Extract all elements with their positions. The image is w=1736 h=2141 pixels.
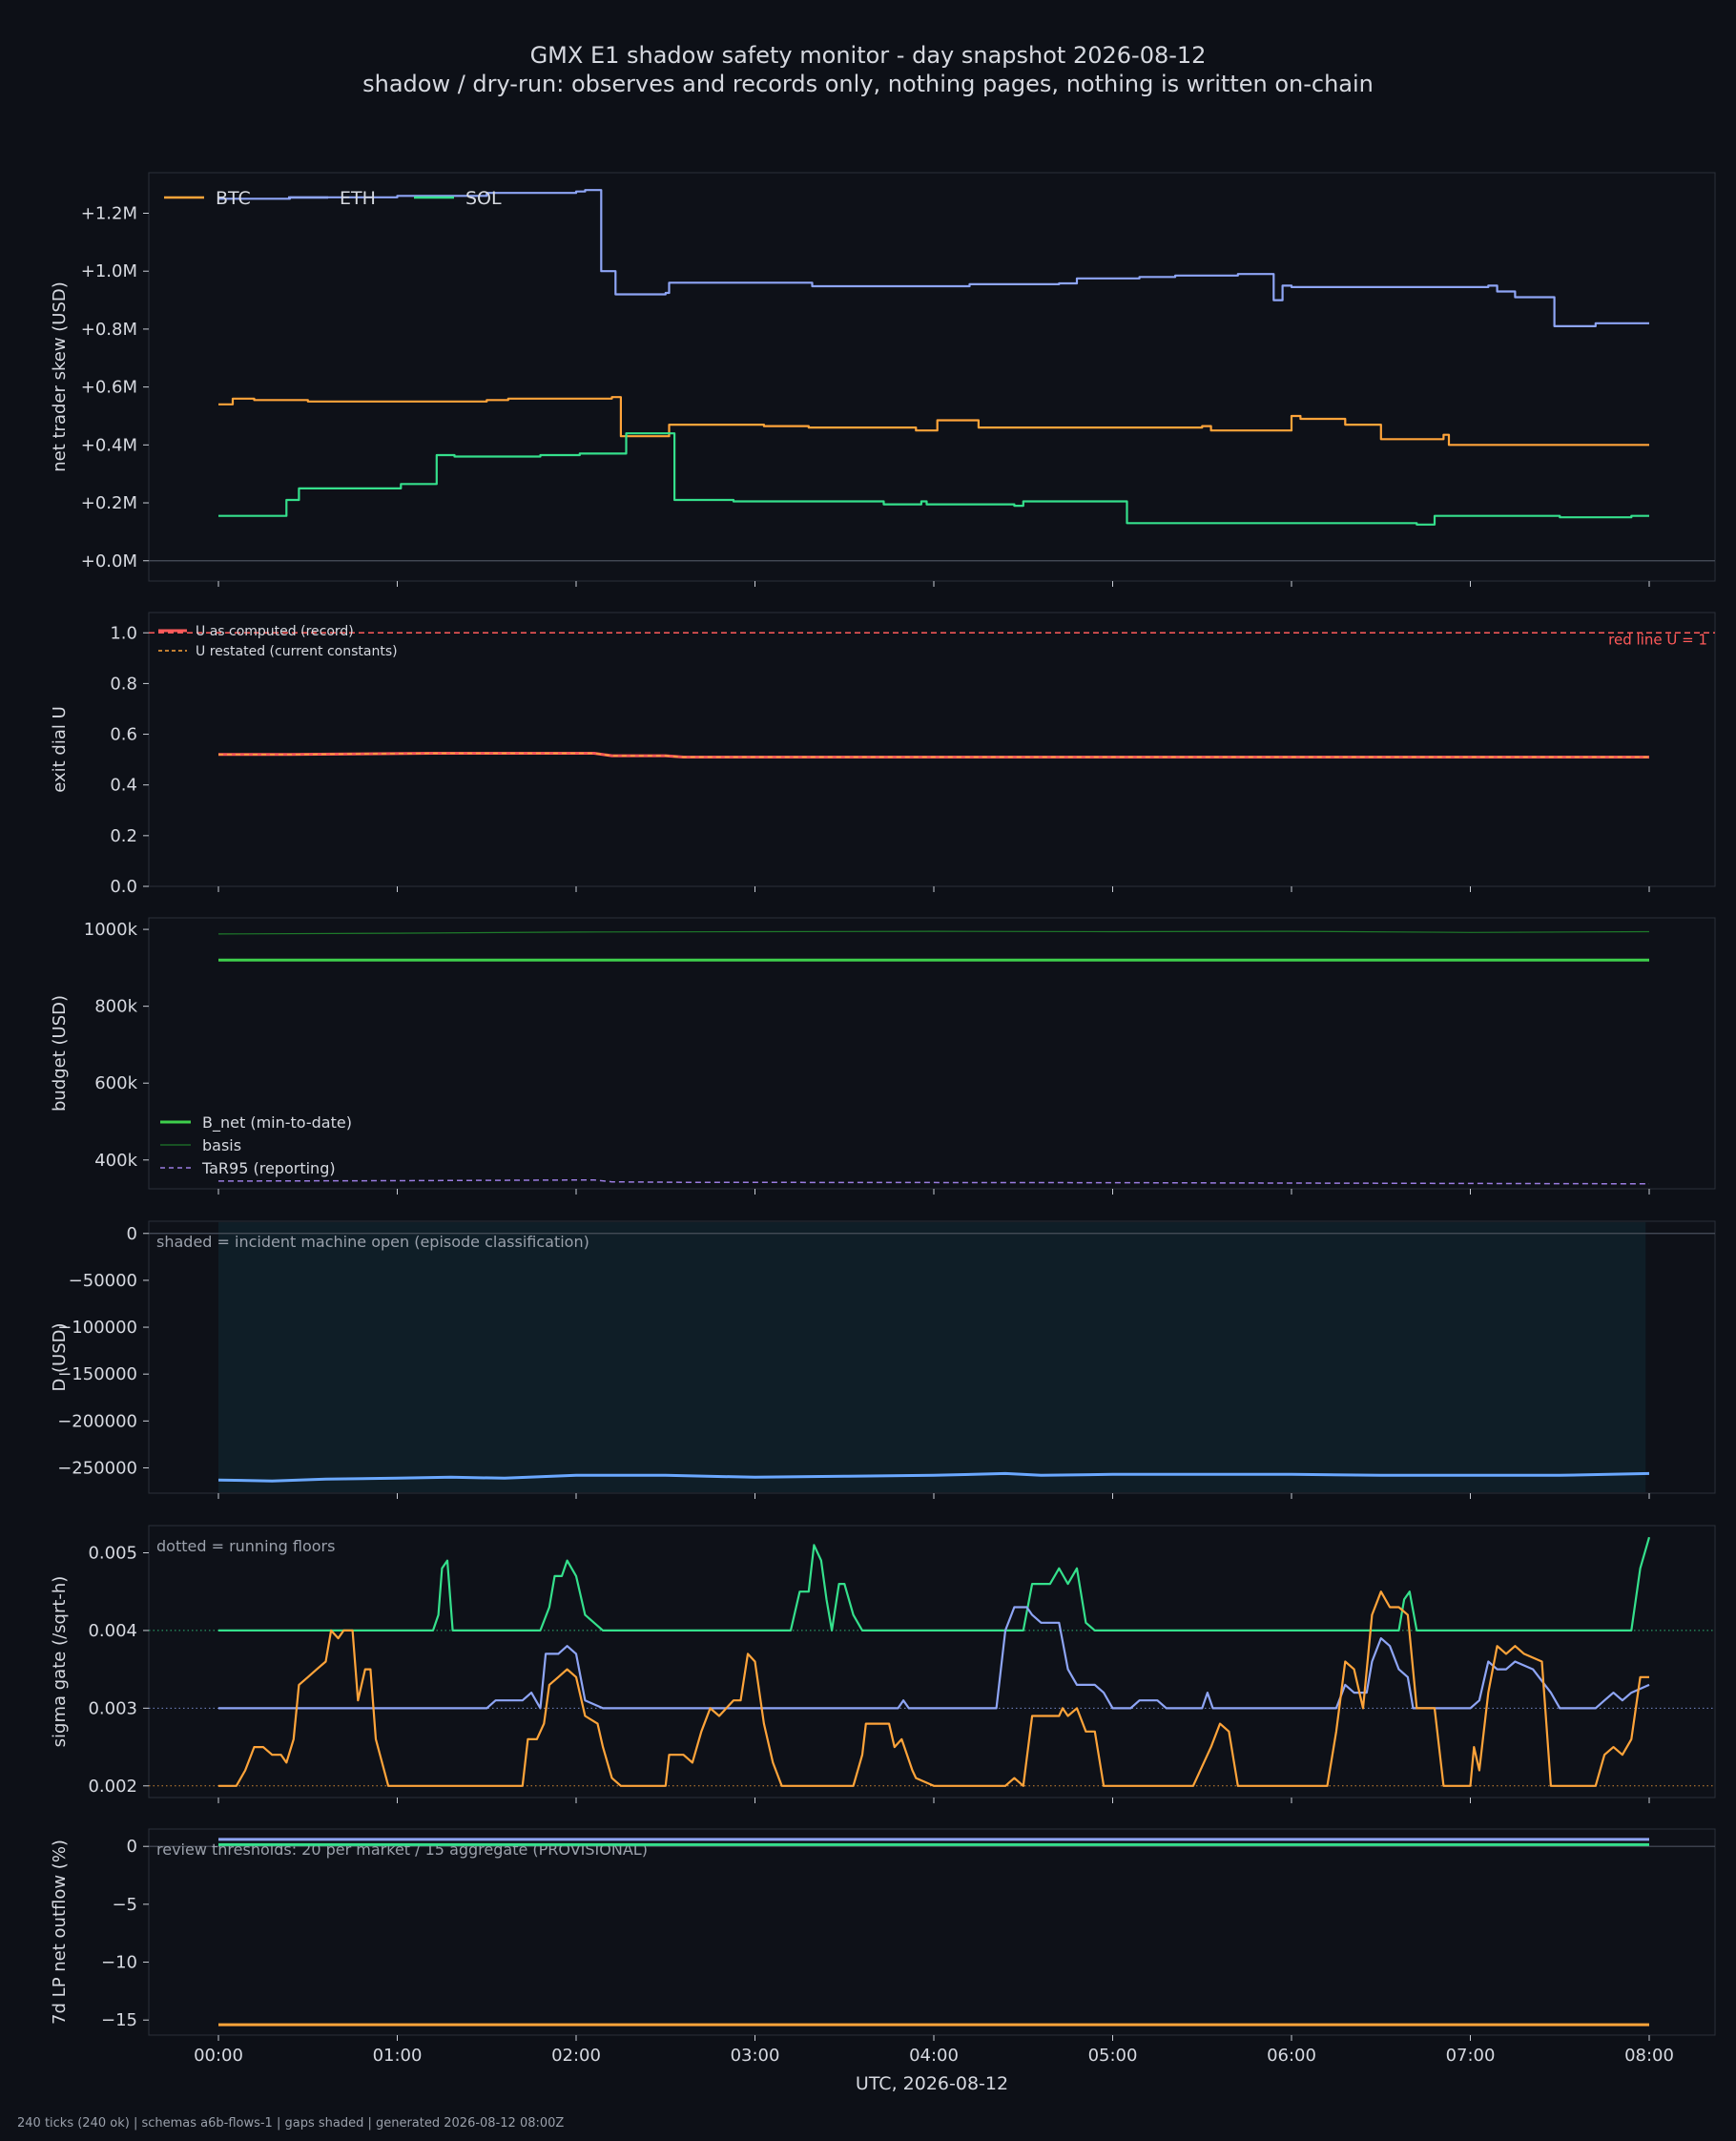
x-tick-label: 06:00 — [1267, 2046, 1316, 2066]
y-tick-label: +0.6M — [81, 378, 137, 398]
x-tick-label: 04:00 — [909, 2046, 959, 2066]
legend-label: ETH — [340, 188, 376, 209]
legend-label: U restated (current constants) — [196, 644, 398, 659]
y-tick-label: 0.003 — [88, 1698, 137, 1718]
y-tick-label: 800k — [94, 997, 137, 1017]
red-line-label: red line U = 1 — [1608, 631, 1707, 648]
panel-note: dotted = running floors — [156, 1537, 335, 1555]
y-axis-label: D (USD) — [50, 1322, 70, 1391]
y-tick-label: 0 — [127, 1837, 137, 1857]
y-tick-label: 0 — [127, 1224, 137, 1244]
y-tick-label: 0.004 — [88, 1621, 137, 1641]
series-line-eth — [218, 189, 1649, 327]
y-tick-label: 0.002 — [88, 1777, 137, 1797]
series-line-d — [217, 1471, 1650, 1483]
y-tick-label: +0.8M — [81, 320, 137, 340]
panel-skew: +0.0M +0.2M +0.4M +0.6M +0.8M +1.0M +1.2M net t… — [50, 172, 1716, 587]
panel-sigma: 0.002 0.003 0.004 0.005 sigma gate (/sqrt-h)… — [50, 1525, 1716, 1803]
y-axis-label: 7d LP net outflow (%) — [50, 1840, 70, 2025]
y-tick-label: 0.0 — [110, 877, 137, 897]
legend-label: SOL — [465, 188, 502, 209]
y-tick-label: −200000 — [57, 1411, 137, 1431]
y-tick-label: 1000k — [84, 920, 138, 940]
plot-area — [148, 1525, 1716, 1798]
figure-subtitle: shadow / dry-run: observes and records o… — [362, 71, 1374, 97]
panel-outflow: −15 −10 −5 0 7d LP net outflow (%) review thr… — [50, 1828, 1716, 2041]
y-tick-label: 400k — [94, 1151, 137, 1171]
x-tick-label: 00:00 — [194, 2046, 243, 2066]
y-tick-label: −5 — [112, 1895, 137, 1915]
y-tick-label: −150000 — [57, 1364, 137, 1384]
y-axis-label: exit dial U — [50, 706, 70, 793]
legend-label: TaR95 (reporting) — [201, 1159, 336, 1177]
legend-label: basis — [202, 1136, 241, 1154]
x-tick-label: 01:00 — [373, 2046, 423, 2066]
series-line-sol — [218, 432, 1649, 526]
y-tick-label: 0.8 — [110, 674, 137, 694]
y-tick-label: −10 — [101, 1953, 137, 1973]
footer-status: 240 ticks (240 ok) | schemas a6b-flows-1… — [17, 2116, 564, 2131]
legend-label: U as computed (record) — [196, 624, 354, 639]
plot-area — [148, 917, 1716, 1190]
y-tick-label: −15 — [101, 2010, 137, 2030]
plot-area — [148, 1828, 1716, 2036]
panel-budget: 400k 600k 800k 1000k budget (USD) B_net (min-… — [50, 917, 1716, 1195]
panels: +0.0M +0.2M +0.4M +0.6M +0.8M +1.0M +1.2M net t… — [50, 172, 1716, 2066]
series-line-basis — [217, 930, 1650, 935]
y-tick-label: 600k — [94, 1073, 137, 1093]
figure-title: GMX E1 shadow safety monitor - day snaps… — [530, 42, 1207, 69]
series-line-sol — [218, 1536, 1651, 1632]
x-tick-label: 02:00 — [551, 2046, 601, 2066]
incident-shade — [218, 1222, 1646, 1492]
legend-label: B_net (min-to-date) — [202, 1113, 352, 1133]
series-line-u-restated-current-constants — [218, 752, 1649, 759]
y-tick-label: +1.0M — [81, 261, 137, 281]
y-tick-label: −250000 — [57, 1458, 137, 1478]
series-line-btc — [218, 1590, 1649, 1787]
y-tick-label: +1.2M — [81, 203, 137, 223]
y-tick-label: +0.0M — [81, 551, 137, 572]
y-tick-label: −50000 — [69, 1271, 137, 1291]
x-tick-label: 05:00 — [1088, 2046, 1138, 2066]
plot-area — [148, 172, 1716, 582]
y-axis-label: net trader skew (USD) — [50, 281, 70, 472]
y-tick-label: +0.4M — [81, 435, 137, 455]
panel-note: review thresholds: 20 per market / 15 ag… — [156, 1840, 648, 1859]
series-line-eth — [218, 1606, 1650, 1710]
panel-exit: 0.0 0.2 0.4 0.6 0.8 1.0 exit dial U red line U … — [50, 612, 1716, 897]
x-tick-label: 03:00 — [731, 2046, 780, 2066]
y-tick-label: 0.6 — [110, 725, 137, 745]
y-tick-label: 0.2 — [110, 826, 137, 846]
y-tick-label: 1.0 — [110, 623, 137, 643]
plot-area — [148, 612, 1716, 887]
y-tick-label: 0.005 — [88, 1544, 137, 1564]
legend-label: BTC — [216, 188, 251, 209]
y-tick-label: 0.4 — [110, 776, 137, 796]
series-line-tar95-reporting — [217, 1178, 1650, 1185]
series-line-btc — [218, 396, 1649, 447]
panel-note: shaded = incident machine open (episode … — [156, 1233, 589, 1251]
y-axis-label: budget (USD) — [50, 995, 70, 1112]
x-tick-label: 08:00 — [1624, 2046, 1674, 2066]
x-tick-label: 07:00 — [1446, 2046, 1496, 2066]
y-tick-label: +0.2M — [81, 493, 137, 513]
x-axis-label: UTC, 2026-08-12 — [856, 2073, 1008, 2094]
y-axis-label: sigma gate (/sqrt-h) — [50, 1576, 70, 1748]
panel-drawdown: −250000 −200000 −150000 −100000 −50000 0 D (US… — [50, 1220, 1716, 1499]
y-tick-label: −100000 — [57, 1318, 137, 1338]
